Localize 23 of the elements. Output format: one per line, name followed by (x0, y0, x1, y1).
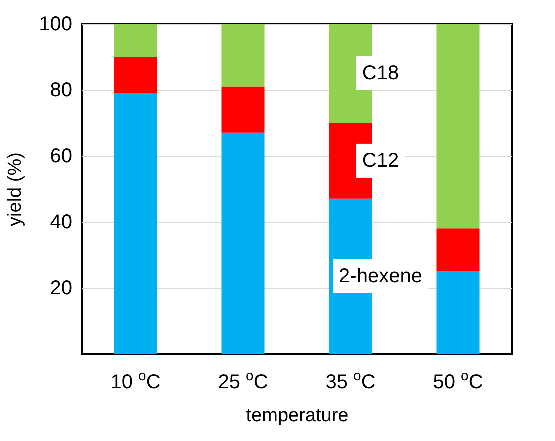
bar (436, 228, 480, 272)
y-tick-label: 40 (50, 212, 72, 234)
series-label: C12 (362, 150, 400, 172)
x-axis-title: temperature (246, 406, 349, 426)
x-tick-label: 35 $^{o}$C (326, 368, 376, 394)
bar (436, 272, 480, 354)
bar (436, 24, 480, 229)
y-tick-label: 80 (50, 80, 72, 102)
series-label: 2-hexene (339, 265, 422, 288)
bar (114, 93, 158, 354)
bar (222, 24, 265, 87)
x-tick-label: 10 $^{o}$C (110, 368, 161, 394)
x-tick-label: 25 $^{o}$C (218, 368, 268, 394)
bar (114, 24, 158, 57)
x-tick-label: 50 $^{o}$C (433, 368, 484, 394)
y-axis-title: yield (%) (5, 152, 26, 226)
y-tick-label: 20 (50, 278, 72, 300)
bar (114, 57, 158, 94)
bar (222, 86, 265, 133)
y-tick-label: 60 (50, 146, 72, 168)
bar (222, 132, 265, 354)
y-tick-label: 100 (39, 14, 72, 36)
series-label: C18 (362, 62, 400, 84)
